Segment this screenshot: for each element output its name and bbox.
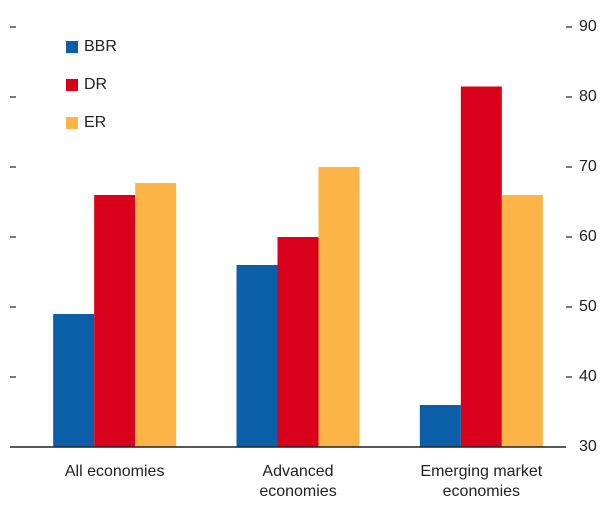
legend-label: ER — [84, 114, 106, 131]
x-tick-label: All economies — [64, 463, 165, 480]
bar — [460, 86, 502, 447]
y-tick-label: 50 — [579, 298, 597, 315]
bar — [53, 314, 95, 447]
bar — [94, 195, 136, 447]
bar — [318, 167, 360, 447]
y-tick-label: 40 — [579, 368, 597, 385]
y-tick-label: 90 — [579, 18, 597, 35]
bar — [501, 195, 543, 447]
y-tick-label: 70 — [579, 158, 597, 175]
legend-swatch — [66, 79, 78, 91]
y-tick-label: 80 — [579, 88, 597, 105]
bar — [236, 265, 278, 447]
bar — [135, 183, 177, 447]
bar — [277, 237, 319, 447]
legend-label: DR — [84, 76, 107, 93]
legend-swatch — [66, 117, 78, 129]
y-tick-label: 60 — [579, 228, 597, 245]
y-tick-label: 30 — [579, 438, 597, 455]
legend-label: BBR — [84, 38, 117, 55]
bar — [419, 405, 461, 447]
x-tick-label: Emerging market economies — [420, 463, 543, 500]
x-tick-label: Advanced economies — [259, 463, 337, 500]
legend-swatch — [66, 41, 78, 53]
